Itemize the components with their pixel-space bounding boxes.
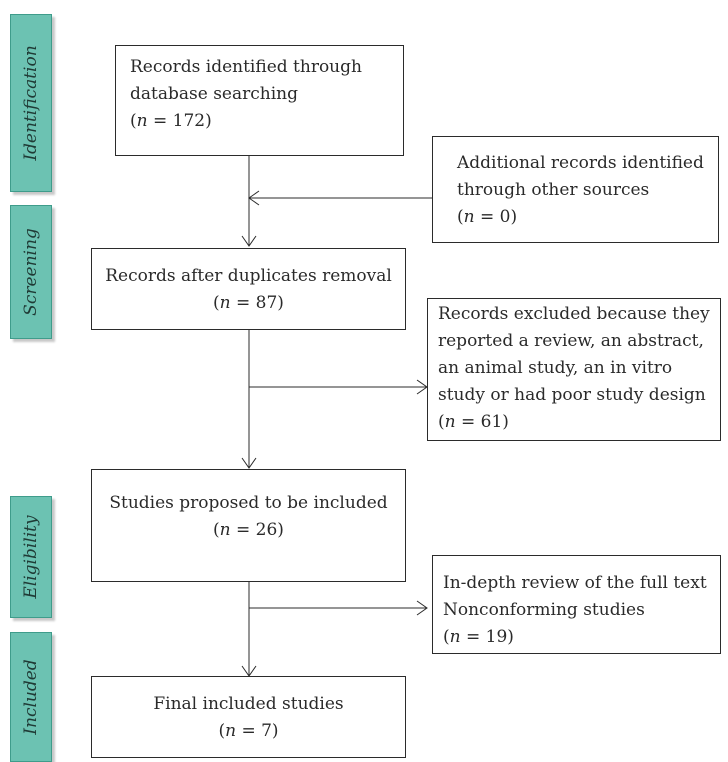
arrow-to-excluded	[249, 379, 428, 395]
box-records-excluded: Records excluded because they reported a…	[427, 298, 721, 441]
phase-screening: Screening	[10, 205, 52, 339]
box-final-included: Final included studies (n = 7)	[91, 676, 406, 758]
box-text-line: study or had poor study design	[438, 385, 706, 405]
phase-eligibility: Eligibility	[10, 496, 52, 618]
arrow-additional-to-main	[248, 190, 432, 206]
box-count: (n = 19)	[443, 627, 514, 647]
box-after-duplicates: Records after duplicates removal (n = 87…	[91, 248, 406, 330]
arrow-to-nonconforming	[249, 600, 428, 616]
box-additional-records: Additional records identified through ot…	[432, 136, 719, 243]
phase-included: Included	[10, 632, 52, 762]
box-text-line: Studies proposed to be included	[109, 493, 388, 513]
box-text-line: Records after duplicates removal	[105, 266, 392, 286]
box-text-line: database searching	[130, 84, 298, 104]
box-nonconforming-studies: In-depth review of the full text Nonconf…	[432, 555, 721, 654]
box-text-line: reported a review, an abstract,	[438, 331, 704, 351]
box-text-line: an animal study, an in vitro	[438, 358, 673, 378]
box-text-line: Records identified through	[130, 57, 362, 77]
box-text-line: Records excluded because they	[438, 304, 710, 324]
box-count: (n = 0)	[457, 207, 518, 227]
box-studies-proposed: Studies proposed to be included (n = 26)	[91, 469, 406, 582]
box-text-line: Final included studies	[153, 694, 344, 714]
box-records-identified: Records identified through database sear…	[115, 45, 404, 156]
box-count: (n = 7)	[218, 721, 279, 741]
arrow-proposed-to-final	[241, 582, 257, 677]
box-text-line: In-depth review of the full text	[443, 573, 707, 593]
arrow-identified-to-duplicates	[241, 156, 257, 247]
box-count: (n = 26)	[213, 520, 284, 540]
box-count: (n = 87)	[213, 293, 284, 313]
box-text-line: Additional records identified	[457, 153, 704, 173]
arrow-duplicates-to-proposed	[241, 330, 257, 469]
box-count: (n = 172)	[130, 111, 212, 131]
box-count: (n = 61)	[438, 412, 509, 432]
box-text-line: through other sources	[457, 180, 650, 200]
phase-identification: Identification	[10, 14, 52, 192]
box-text-line: Nonconforming studies	[443, 600, 645, 620]
